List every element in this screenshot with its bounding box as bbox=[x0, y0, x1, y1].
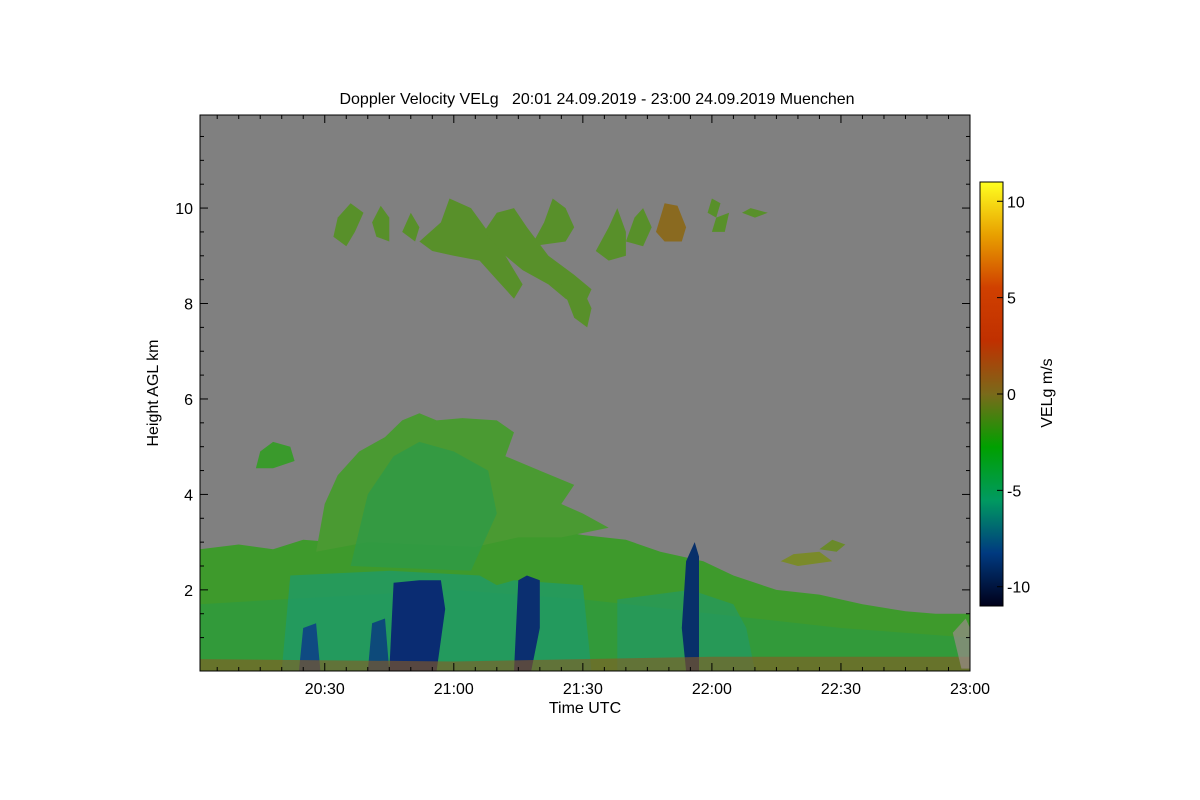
downdraft-core-2 bbox=[367, 618, 390, 671]
cirrus-streak bbox=[333, 203, 364, 247]
cirrus-streak bbox=[595, 208, 626, 261]
x-axis: 20:30 21:00 21:30 22:00 22:30 23:00 bbox=[216, 115, 990, 698]
y-axis-label: Height AGL km bbox=[145, 339, 162, 446]
y-tick-label: 10 bbox=[175, 201, 193, 218]
colorbar-label: VELg m/s bbox=[1039, 358, 1056, 427]
downdraft-core-3 bbox=[298, 623, 321, 671]
y-axis: 2 4 6 8 10 bbox=[175, 135, 970, 639]
cirrus-streak bbox=[625, 208, 652, 247]
y-tick-label: 4 bbox=[184, 487, 193, 504]
velocity-field bbox=[200, 198, 970, 671]
x-axis-label: Time UTC bbox=[549, 700, 621, 717]
x-tick-label: 23:00 bbox=[950, 681, 990, 698]
cirrus-fallstreak-main bbox=[419, 198, 523, 299]
cirrus-streak bbox=[372, 205, 390, 242]
near-ground-noise bbox=[952, 618, 970, 669]
cirrus-streak bbox=[711, 212, 730, 232]
x-tick-label: 22:30 bbox=[821, 681, 861, 698]
cirrus-warm-streak bbox=[656, 203, 687, 242]
cirrus-streak bbox=[707, 198, 721, 218]
isolated-cloud bbox=[255, 441, 295, 469]
isolated-cloud-2 bbox=[780, 551, 833, 566]
plot-area bbox=[199, 114, 971, 672]
cirrus-streak bbox=[402, 212, 420, 242]
colorbar-ticks: 10 5 0 -5 -10 bbox=[997, 194, 1030, 597]
x-tick-label: 21:30 bbox=[563, 681, 603, 698]
plot-frame bbox=[199, 114, 971, 672]
colorbar-tick-label: 5 bbox=[1007, 291, 1016, 308]
cirrus-streak bbox=[531, 198, 575, 247]
isolated-cloud-3 bbox=[819, 539, 846, 552]
y-tick-label: 6 bbox=[184, 392, 193, 409]
downdraft-core bbox=[389, 580, 446, 671]
colorbar-tick-label: 0 bbox=[1007, 387, 1016, 404]
colorbar: 10 5 0 -5 -10 VELg m/s bbox=[979, 181, 1056, 607]
y-tick-label: 2 bbox=[184, 583, 193, 600]
cirrus-streak bbox=[742, 208, 768, 218]
x-tick-label: 22:00 bbox=[692, 681, 732, 698]
cirrus-fallstreak-2 bbox=[483, 208, 592, 309]
near-ground-clutter bbox=[200, 656, 970, 671]
x-tick-label: 20:30 bbox=[305, 681, 345, 698]
downdraft-core-4 bbox=[514, 575, 540, 671]
chart-title: Doppler Velocity VELg 20:01 24.09.2019 -… bbox=[339, 91, 854, 108]
x-tick-label: 21:00 bbox=[434, 681, 474, 698]
y-tick-label: 8 bbox=[184, 297, 193, 314]
convective-core bbox=[350, 441, 497, 571]
downdraft-shaft bbox=[681, 542, 699, 671]
colorbar-tick-label: 10 bbox=[1007, 194, 1025, 211]
colorbar-tick-label: -5 bbox=[1007, 483, 1021, 500]
colorbar-tick-label: -10 bbox=[1007, 580, 1030, 597]
cirrus-tail bbox=[561, 284, 592, 328]
